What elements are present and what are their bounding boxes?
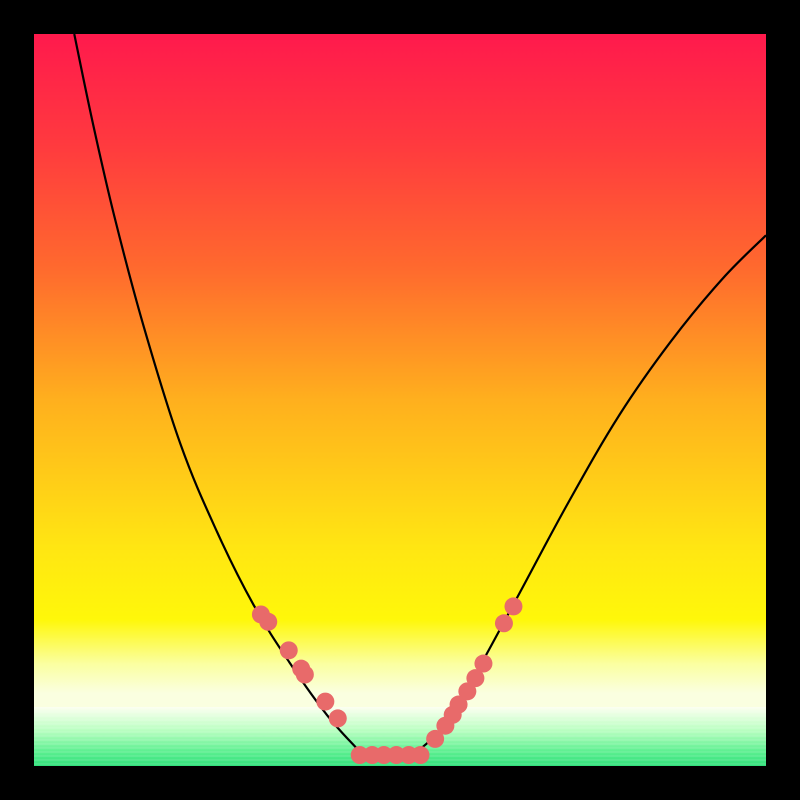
gradient-background — [34, 34, 766, 766]
frame-border-top — [0, 0, 800, 34]
optimum-band — [34, 707, 766, 766]
frame-border-right — [766, 0, 800, 800]
frame-border-bottom — [0, 766, 800, 800]
plot-area — [34, 34, 766, 766]
chart-container: TheBottlenecker.com — [0, 0, 800, 800]
frame-border-left — [0, 0, 34, 800]
